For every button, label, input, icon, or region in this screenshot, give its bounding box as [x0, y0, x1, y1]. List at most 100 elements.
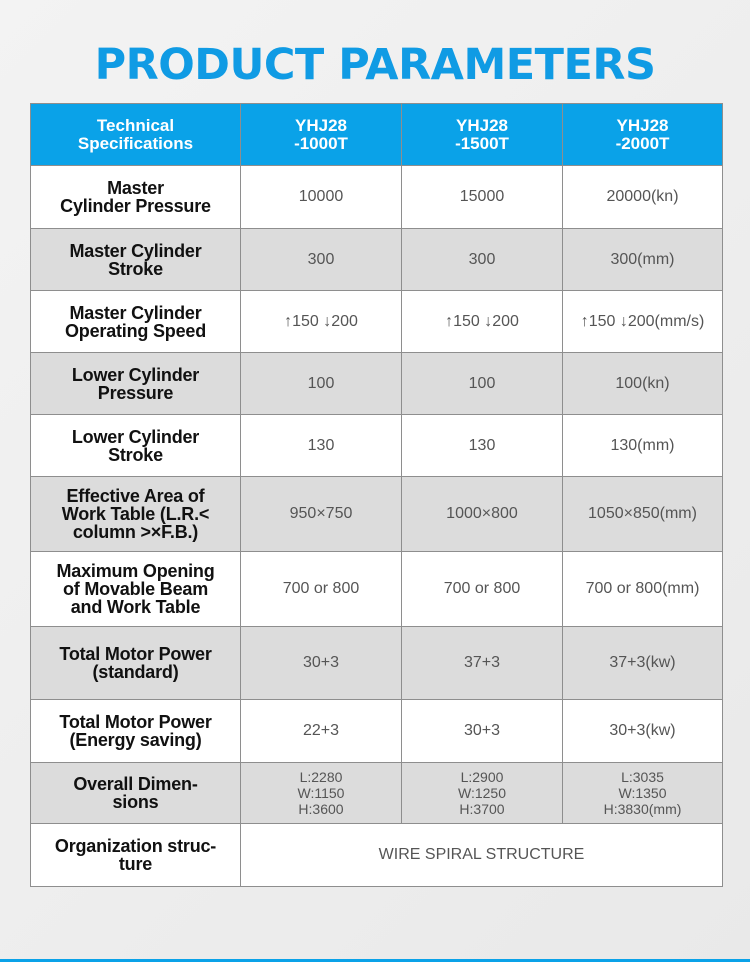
table-row: Master Cylinder Stroke 300 300 300(mm) [30, 228, 723, 291]
row-label-line: Stroke [108, 258, 163, 279]
dimension-line: W:1250 [458, 785, 506, 801]
row-label-cell: Effective Area of Work Table (L.R.< colu… [30, 476, 241, 552]
row-label-line: Stroke [108, 444, 163, 465]
value-cell: ↑150 ↓200(mm/s) [562, 290, 723, 353]
header-label-cell: Technical Specifications [30, 103, 241, 166]
row-label-cell: Total Motor Power (Energy saving) [30, 699, 241, 763]
value-cell: L:2280 W:1150 H:3600 [240, 762, 402, 824]
dimension-line: L:2900 [460, 769, 504, 785]
table-row: Total Motor Power (Energy saving) 22+3 3… [30, 699, 723, 763]
table-row: Lower Cylinder Stroke 130 130 130(mm) [30, 414, 723, 477]
row-label-line: of Movable Beam [62, 579, 209, 599]
header-model-line: -1000T [294, 133, 348, 153]
value-cell: 37+3(kw) [562, 626, 723, 700]
value-cell: 130(mm) [562, 414, 723, 477]
header-label-line: Technical [96, 115, 175, 135]
value-cell: 100 [240, 352, 402, 415]
row-label-cell: Master Cylinder Pressure [30, 165, 241, 229]
table-row: Total Motor Power (standard) 30+3 37+3 3… [30, 626, 723, 700]
value-cell: 100(kn) [562, 352, 723, 415]
row-label-line: Lower Cylinder [71, 426, 200, 447]
row-label-line: sions [112, 792, 159, 812]
value-cell: ↑150 ↓200 [240, 290, 402, 353]
row-label-line: Lower Cylinder [71, 364, 200, 385]
row-label-cell: Overall Dimen- sions [30, 762, 241, 824]
row-label-line: Work Table (L.R.< [61, 504, 210, 524]
header-model-line: -2000T [615, 133, 670, 153]
row-label-line: ture [118, 854, 153, 874]
table-row: Master Cylinder Pressure 10000 15000 200… [30, 165, 723, 229]
dimension-line: W:1350 [618, 785, 667, 801]
value-cell: 1050×850(mm) [562, 476, 723, 552]
table-header-row: Technical Specifications YHJ28 -1000T YH… [30, 103, 723, 166]
value-cell: 700 or 800(mm) [562, 551, 723, 627]
page-title: PRODUCT PARAMETERS [94, 40, 656, 90]
row-label-line: (standard) [92, 662, 179, 682]
row-label-line: Effective Area of [66, 486, 205, 506]
table-row: Maximum Opening of Movable Beam and Work… [30, 551, 723, 627]
row-label-cell: Master Cylinder Stroke [30, 228, 241, 291]
row-label-cell: Total Motor Power (standard) [30, 626, 241, 700]
dimension-line: L:3035 [621, 769, 664, 785]
row-label-cell: Maximum Opening of Movable Beam and Work… [30, 551, 241, 627]
header-model-line: YHJ28 [456, 115, 508, 135]
table-row: Effective Area of Work Table (L.R.< colu… [30, 476, 723, 552]
row-label-line: Master [107, 178, 164, 198]
table-row: Lower Cylinder Pressure 100 100 100(kn) [30, 352, 723, 415]
bottom-accent-line [0, 959, 750, 962]
row-label-line: (Energy saving) [69, 730, 202, 750]
value-cell: ↑150 ↓200 [401, 290, 563, 353]
row-label-line: Operating Speed [64, 320, 207, 341]
row-label-line: column >×F.B.) [72, 522, 199, 542]
row-label-cell: Master Cylinder Operating Speed [30, 290, 241, 353]
value-cell: 30+3 [401, 699, 563, 763]
value-cell: L:3035 W:1350 H:3830(mm) [562, 762, 723, 824]
header-model-cell: YHJ28 -1500T [401, 103, 563, 166]
row-label-line: Master Cylinder [69, 302, 202, 323]
row-label-line: Total Motor Power [59, 644, 212, 664]
value-cell: 300(mm) [562, 228, 723, 291]
value-cell: 15000 [401, 165, 563, 229]
row-label-line: Cylinder Pressure [60, 196, 211, 216]
value-cell: 22+3 [240, 699, 402, 763]
row-label-line: Total Motor Power [59, 712, 212, 732]
row-label-cell: Organization struc- ture [30, 823, 241, 887]
row-label-line: Pressure [97, 382, 174, 403]
merged-value-cell: WIRE SPIRAL STRUCTURE [240, 823, 723, 887]
parameters-table: Technical Specifications YHJ28 -1000T YH… [30, 103, 723, 887]
value-cell: 300 [401, 228, 563, 291]
row-label-line: Master Cylinder [69, 240, 202, 261]
row-label-line: and Work Table [70, 597, 201, 617]
row-label-cell: Lower Cylinder Pressure [30, 352, 241, 415]
dimension-line: H:3700 [459, 801, 505, 817]
table-row: Organization struc- ture WIRE SPIRAL STR… [30, 823, 723, 887]
value-cell: 37+3 [401, 626, 563, 700]
dimension-line: H:3830(mm) [603, 801, 682, 817]
value-cell: 20000(kn) [562, 165, 723, 229]
header-model-line: -1500T [455, 133, 509, 153]
header-label-line: Specifications [77, 133, 194, 153]
dimension-line: H:3600 [298, 801, 344, 817]
value-cell: 10000 [240, 165, 402, 229]
header-model-line: YHJ28 [616, 115, 669, 135]
value-cell: L:2900 W:1250 H:3700 [401, 762, 563, 824]
value-cell: 300 [240, 228, 402, 291]
value-cell: 700 or 800 [240, 551, 402, 627]
value-cell: 130 [240, 414, 402, 477]
row-label-cell: Lower Cylinder Stroke [30, 414, 241, 477]
header-model-cell: YHJ28 -2000T [562, 103, 723, 166]
table-row: Overall Dimen- sions L:2280 W:1150 H:360… [30, 762, 723, 824]
row-label-line: Organization struc- [54, 836, 217, 856]
table-row: Master Cylinder Operating Speed ↑150 ↓20… [30, 290, 723, 353]
value-cell: 950×750 [240, 476, 402, 552]
header-model-cell: YHJ28 -1000T [240, 103, 402, 166]
dimension-line: L:2280 [299, 769, 343, 785]
value-cell: 30+3 [240, 626, 402, 700]
row-label-line: Maximum Opening [56, 561, 215, 581]
value-cell: 30+3(kw) [562, 699, 723, 763]
header-model-line: YHJ28 [295, 115, 347, 135]
row-label-line: Overall Dimen- [73, 774, 198, 794]
value-cell: 100 [401, 352, 563, 415]
value-cell: 130 [401, 414, 563, 477]
value-cell: 1000×800 [401, 476, 563, 552]
